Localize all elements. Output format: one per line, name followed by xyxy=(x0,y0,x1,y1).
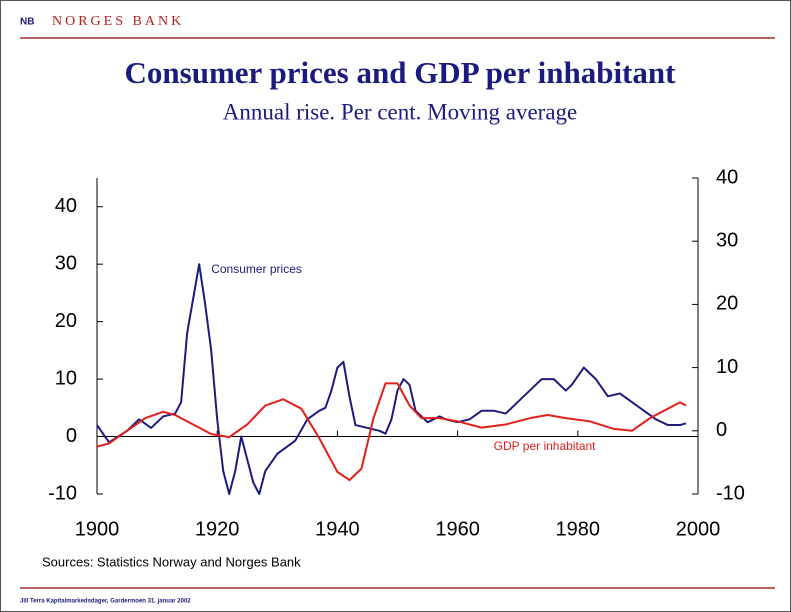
series-line xyxy=(96,263,687,495)
y-tick-label: 0 xyxy=(66,425,77,447)
x-tick-label: 1960 xyxy=(435,518,480,540)
x-tick-label: 1940 xyxy=(315,518,360,540)
footer: Jill Terra Kapitalmarkedsdager, Gardermo… xyxy=(20,599,191,605)
x-tick-label: 1980 xyxy=(556,518,601,540)
logo: NB xyxy=(20,17,34,28)
y2-tick-label: 30 xyxy=(716,229,738,251)
x-tick-label: 1920 xyxy=(195,518,240,540)
series-line xyxy=(96,382,687,482)
source: Sources: Statistics Norway and Norges Ba… xyxy=(42,554,301,569)
brand: NORGES BANK xyxy=(52,14,184,29)
annotation: GDP per inhabitant xyxy=(494,439,597,453)
y-tick-label: 20 xyxy=(55,310,77,332)
y2-tick-label: -10 xyxy=(716,482,745,504)
y2-tick-label: 0 xyxy=(716,419,727,441)
x-tick-label: 2000 xyxy=(676,518,721,540)
y2-tick-label: 20 xyxy=(716,293,738,315)
y-tick-label: 40 xyxy=(55,195,77,217)
y-tick-label: 10 xyxy=(55,367,77,389)
chart-title: Consumer prices and GDP per inhabitant xyxy=(125,55,677,90)
annotation: Consumer prices xyxy=(211,262,302,276)
y2-tick-label: 10 xyxy=(716,356,738,378)
y-tick-label: -10 xyxy=(48,482,77,504)
x-tick-label: 1900 xyxy=(75,518,120,540)
y-tick-label: 30 xyxy=(55,252,77,274)
chart-subtitle: Annual rise. Per cent. Moving average xyxy=(223,99,577,124)
y2-tick-label: 40 xyxy=(716,166,738,188)
